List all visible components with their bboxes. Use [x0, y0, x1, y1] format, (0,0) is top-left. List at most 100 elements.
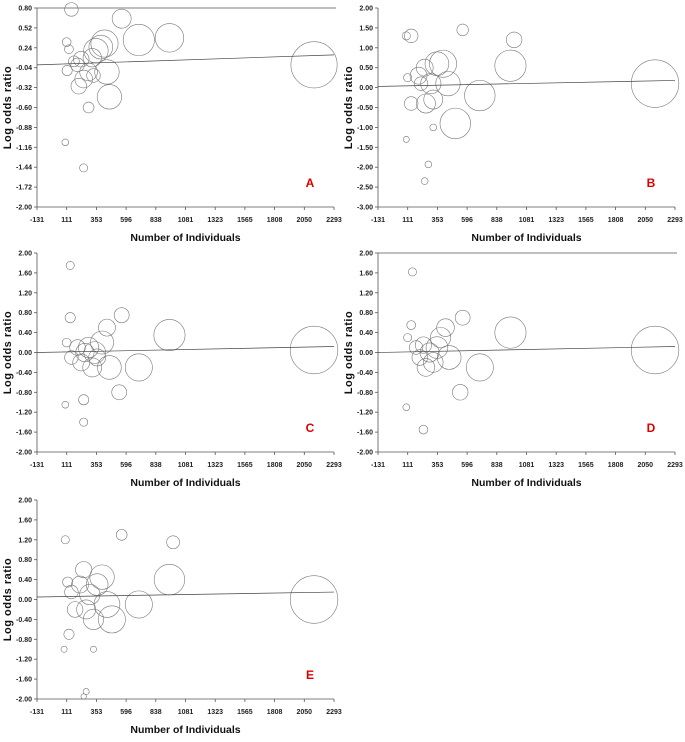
study-bubble — [98, 318, 116, 337]
x-tick-label: 838 — [150, 462, 162, 469]
x-tick-label: 596 — [120, 462, 132, 469]
y-tick-label: 0.00 — [359, 350, 373, 357]
y-tick-label: 0.52 — [18, 25, 32, 32]
study-bubble — [415, 58, 434, 77]
y-axis-label: Log odds ratio — [343, 311, 355, 394]
y-axis-label: Log odds ratio — [2, 558, 14, 641]
y-tick-label: 0.80 — [18, 6, 32, 13]
study-bubble — [402, 135, 410, 143]
x-tick-label: 111 — [402, 217, 413, 224]
regression-line — [377, 80, 676, 87]
study-bubble — [404, 96, 419, 111]
study-bubble — [122, 24, 155, 56]
x-tick-label: 353 — [91, 462, 103, 469]
bubble-chart-d: 2.00 1.60 1.20 0.80 0.40 0.00 -0.40 -0.80 -1.20 -… — [343, 251, 683, 490]
panel-letter-label: C — [306, 421, 315, 435]
y-tick-label: 1.20 — [18, 290, 32, 297]
study-bubble — [82, 48, 102, 68]
study-bubble — [439, 107, 471, 140]
study-bubble — [494, 316, 527, 349]
x-tick-label: 2293 — [667, 462, 683, 469]
y-tick-label: -1.60 — [16, 677, 32, 684]
x-tick-label: -131 — [30, 709, 44, 716]
x-axis-label: Number of Individuals — [130, 724, 240, 736]
study-bubble — [465, 353, 494, 382]
y-tick-label: 0.00 — [18, 597, 32, 604]
x-tick-label: 2293 — [326, 217, 342, 224]
x-tick-label: 1081 — [519, 462, 535, 469]
study-bubble — [90, 645, 97, 653]
y-tick-label: -0.40 — [16, 370, 32, 377]
y-tick-label: -1.50 — [357, 145, 373, 152]
x-tick-label: 1565 — [578, 462, 594, 469]
x-axis-label: Number of Individuals — [471, 477, 581, 489]
x-tick-label: 2293 — [667, 217, 683, 224]
y-tick-label: -1.44 — [16, 165, 32, 172]
x-tick-label: 111 — [61, 462, 72, 469]
y-tick-label: 0.80 — [18, 557, 32, 564]
study-bubble — [111, 8, 132, 29]
y-tick-label: -1.16 — [16, 145, 32, 152]
study-bubble — [60, 535, 70, 545]
study-bubble — [61, 138, 70, 147]
regression-line — [36, 54, 335, 66]
study-bubble — [408, 267, 417, 277]
study-bubble — [78, 337, 100, 359]
study-bubble — [86, 68, 101, 83]
study-bubble — [153, 563, 186, 596]
study-bubble — [60, 645, 68, 653]
y-tick-label: 2.00 — [18, 498, 32, 505]
study-bubble — [423, 89, 444, 110]
y-tick-label: 1.60 — [359, 270, 373, 277]
study-bubble — [436, 318, 455, 337]
y-tick-label: 0.40 — [18, 577, 32, 584]
study-bubble — [456, 23, 469, 36]
panel-letter-label: E — [306, 668, 314, 682]
x-tick-label: -131 — [30, 217, 44, 224]
study-bubble — [88, 34, 114, 60]
x-tick-label: 838 — [150, 217, 162, 224]
study-bubble — [420, 73, 442, 95]
x-tick-label: 1565 — [237, 709, 253, 716]
x-tick-label: 353 — [432, 462, 444, 469]
x-tick-label: 838 — [491, 462, 503, 469]
study-bubble — [74, 69, 93, 89]
study-bubble — [93, 591, 121, 618]
x-tick-label: 596 — [120, 709, 132, 716]
x-tick-label: 1808 — [608, 462, 624, 469]
x-tick-label: 353 — [91, 709, 103, 716]
study-bubble — [124, 590, 153, 619]
study-bubble — [65, 261, 75, 270]
study-bubble — [290, 41, 338, 89]
y-tick-label: 0.80 — [359, 310, 373, 317]
x-tick-label: 111 — [61, 709, 72, 716]
y-axis-label: Log odds ratio — [2, 66, 14, 149]
y-tick-label: -0.80 — [16, 637, 32, 644]
y-tick-label: 0.24 — [18, 45, 32, 52]
y-tick-label: -0.32 — [16, 85, 32, 92]
x-tick-label: 1808 — [267, 709, 283, 716]
x-tick-label: 111 — [402, 462, 413, 469]
y-tick-label: -3.00 — [357, 205, 373, 212]
y-tick-label: 2.00 — [359, 251, 373, 258]
study-bubble — [414, 336, 432, 354]
y-tick-label: -0.40 — [16, 617, 32, 624]
study-bubble — [79, 417, 89, 427]
x-tick-label: 838 — [491, 217, 503, 224]
study-bubble — [402, 403, 411, 411]
study-bubble — [436, 345, 462, 370]
y-tick-label: 0.00 — [359, 85, 373, 92]
study-bubble — [403, 73, 413, 83]
study-bubble — [64, 44, 74, 54]
study-bubble — [79, 163, 89, 173]
y-tick-label: 2.00 — [359, 6, 373, 13]
study-bubble — [79, 584, 101, 606]
study-bubble — [90, 29, 119, 58]
study-bubble — [409, 340, 424, 355]
y-tick-label: -2.00 — [16, 450, 32, 457]
x-tick-label: -131 — [30, 462, 44, 469]
study-bubble — [289, 575, 339, 624]
study-bubble — [90, 330, 114, 355]
y-tick-label: 0.80 — [18, 310, 32, 317]
chart-panel-b: 2.00 1.50 1.00 0.50 0.00 -0.50 -1.00 -1.50 -2.00… — [341, 0, 683, 245]
